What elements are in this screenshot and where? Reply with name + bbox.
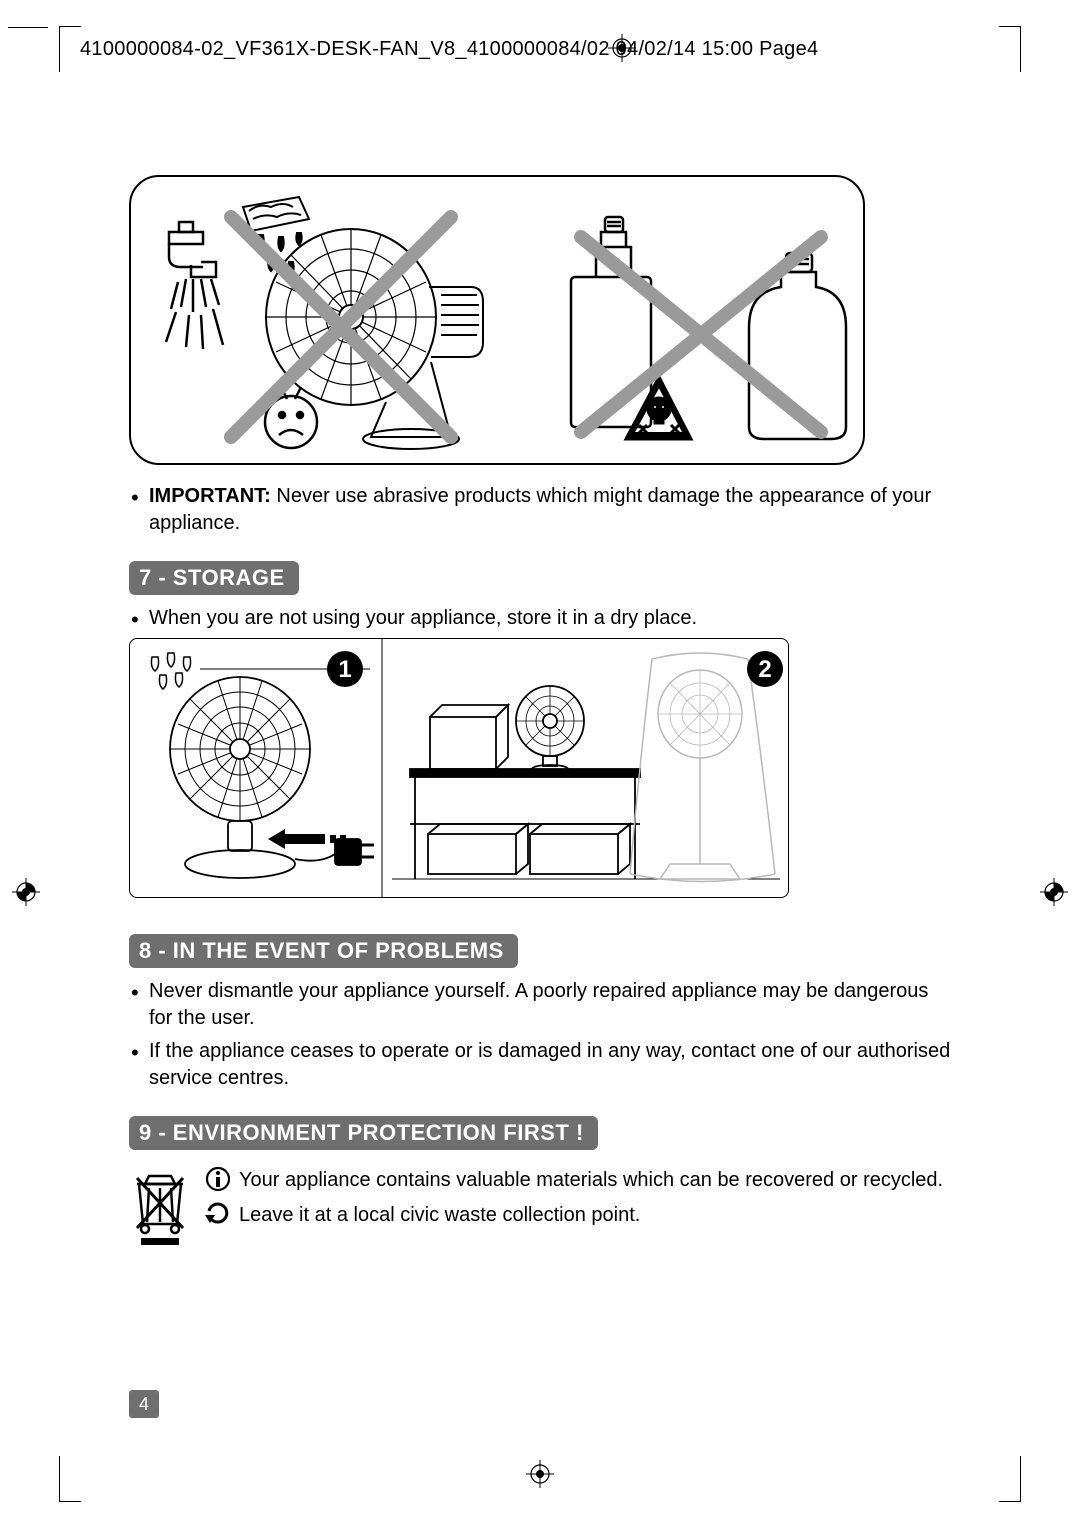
registration-mark-icon	[12, 878, 40, 906]
crop-mark	[999, 1456, 1021, 1502]
env-line-2: Leave it at a local civic waste collecti…	[239, 1201, 640, 1230]
section-9-heading: 9 - ENVIRONMENT PROTECTION FIRST !	[129, 1116, 598, 1150]
storage-bullet: When you are not using your appliance, s…	[129, 605, 951, 632]
info-icon	[205, 1166, 231, 1201]
important-bullet: IMPORTANT: Never use abrasive products w…	[129, 483, 951, 537]
crop-mark	[59, 1456, 81, 1502]
problems-bullet-1: Never dismantle your appliance yourself.…	[129, 978, 951, 1032]
environment-text: Your appliance contains valuable materia…	[205, 1166, 943, 1236]
env-line-1: Your appliance contains valuable materia…	[239, 1166, 943, 1195]
important-label: IMPORTANT:	[149, 485, 271, 507]
environment-row: Your appliance contains valuable materia…	[129, 1166, 951, 1251]
section-8-heading: 8 - IN THE EVENT OF PROBLEMS	[129, 934, 518, 968]
registration-mark-icon	[526, 1460, 554, 1488]
print-header: 4100000084-02_VF361X-DESK-FAN_V8_4100000…	[80, 38, 818, 61]
recycle-arrow-icon	[205, 1201, 231, 1236]
storage-diagram: 1	[129, 638, 789, 898]
problems-bullet-2: If the appliance ceases to operate or is…	[129, 1038, 951, 1092]
registration-mark-icon	[1040, 878, 1068, 906]
cleaning-warning-diagram	[129, 175, 865, 465]
crop-mark	[999, 26, 1021, 72]
crop-mark	[59, 26, 81, 72]
page-number: 4	[129, 1390, 159, 1418]
storage-badge-2: 2	[758, 656, 771, 683]
page-content: IMPORTANT: Never use abrasive products w…	[129, 175, 951, 1251]
weee-bin-icon	[129, 1166, 191, 1251]
storage-badge-1: 1	[338, 656, 351, 683]
section-7-heading: 7 - STORAGE	[129, 561, 299, 595]
